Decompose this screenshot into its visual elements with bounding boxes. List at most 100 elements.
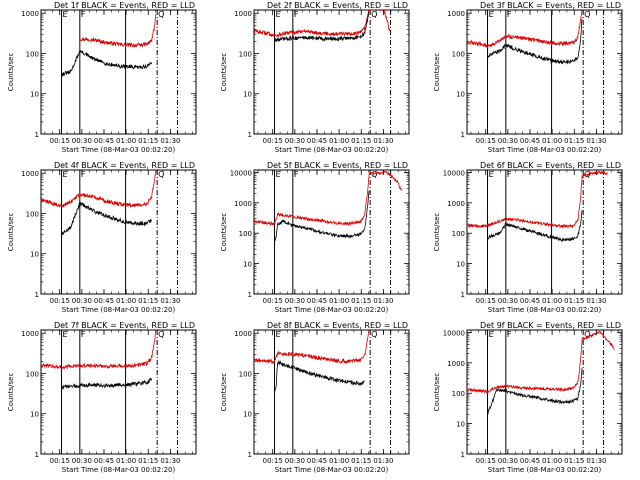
y-tick-label: 10	[456, 421, 465, 429]
plot-frame	[40, 9, 197, 135]
panel-title: Det 1f BLACK = Events, RED = LLD	[54, 1, 195, 10]
y-tick-label: 10	[243, 411, 252, 419]
x-tick-label: 00:30	[72, 457, 92, 465]
y-tick-label: 100	[452, 50, 465, 58]
y-axis-label: Counts/sec	[220, 53, 228, 92]
panel-det-9: Det 9f BLACK = Events, RED = LLD 1 10 100 10…	[433, 321, 623, 474]
series-events-line	[487, 210, 583, 243]
series-events-line	[61, 377, 152, 390]
x-axis-label: Start Time (08-Mar-03 00:02:20)	[62, 146, 176, 154]
x-axis-label: Start Time (08-Mar-03 00:02:20)	[488, 146, 602, 154]
plot-frame	[253, 9, 410, 135]
panel-title: Det 7f BLACK = Events, RED = LLD	[54, 321, 195, 330]
y-tick-label: 10	[243, 261, 252, 269]
marker-f: F	[294, 10, 299, 19]
x-tick-label: 01:00	[116, 297, 136, 305]
x-tick-label: 00:45	[520, 457, 540, 465]
y-tick-label: 10	[243, 91, 252, 99]
series-events-line	[487, 18, 583, 65]
marker-q: Q	[158, 170, 164, 179]
panel-title: Det 3f BLACK = Events, RED = LLD	[480, 1, 621, 10]
x-axis-label: Start Time (08-Mar-03 00:02:20)	[488, 306, 602, 314]
series-events-line	[274, 11, 370, 42]
marker-e: E	[63, 330, 68, 339]
y-tick-label: 1	[35, 131, 39, 139]
y-tick-label: 100	[239, 230, 252, 238]
series-group	[467, 10, 583, 65]
x-tick-label: 01:15	[138, 137, 158, 145]
y-tick-label: 1000	[447, 360, 465, 368]
marker-e: E	[276, 170, 281, 179]
panel-det-3: Det 3f BLACK = Events, RED = LLD 1 10 100 10…	[433, 1, 623, 154]
x-tick-label: 01:15	[351, 297, 371, 305]
y-tick-label: 10	[30, 91, 39, 99]
x-tick-label: 00:15	[50, 137, 70, 145]
x-axis-label: Start Time (08-Mar-03 00:02:20)	[488, 466, 602, 474]
marker-f: F	[294, 330, 299, 339]
plot-frame	[466, 169, 623, 295]
marker-e: E	[63, 170, 68, 179]
x-tick-label: 01:00	[329, 457, 349, 465]
y-tick-label: 10000	[443, 169, 465, 177]
marker-q: Q	[158, 330, 164, 339]
x-tick-label: 00:30	[498, 297, 518, 305]
y-tick-label: 100	[26, 210, 39, 218]
marker-f: F	[507, 170, 512, 179]
marker-e: E	[489, 330, 494, 339]
x-tick-label: 01:30	[160, 297, 180, 305]
series-group	[254, 10, 391, 42]
panel-title: Det 8f BLACK = Events, RED = LLD	[267, 321, 408, 330]
series-lld-line	[467, 10, 583, 49]
marker-q: Q	[158, 10, 164, 19]
y-tick-label: 1	[461, 131, 465, 139]
x-tick-label: 00:15	[263, 137, 283, 145]
x-tick-label: 01:00	[542, 297, 562, 305]
y-tick-label: 1	[248, 131, 252, 139]
x-tick-label: 00:15	[263, 457, 283, 465]
y-axis-label: Counts/sec	[7, 373, 15, 412]
marker-e: E	[63, 10, 68, 19]
series-events-line	[61, 50, 152, 77]
series-lld-line	[254, 10, 391, 38]
series-lld-line	[467, 170, 608, 229]
series-group	[41, 330, 157, 390]
x-tick-label: 01:15	[351, 137, 371, 145]
series-group	[467, 330, 615, 416]
y-tick-label: 1000	[21, 10, 39, 18]
series-group	[41, 170, 157, 236]
x-tick-label: 01:30	[373, 137, 393, 145]
x-tick-label: 01:00	[542, 137, 562, 145]
y-tick-label: 10000	[443, 329, 465, 337]
marker-e: E	[489, 10, 494, 19]
marker-e: E	[489, 170, 494, 179]
y-tick-label: 10	[456, 261, 465, 269]
marker-q: Q	[371, 170, 377, 179]
y-tick-label: 1000	[234, 200, 252, 208]
y-tick-label: 1	[248, 291, 252, 299]
y-tick-label: 1000	[21, 330, 39, 338]
y-tick-label: 100	[239, 50, 252, 58]
series-lld-line	[79, 14, 157, 48]
y-tick-label: 1	[35, 451, 39, 459]
x-tick-label: 00:15	[476, 137, 496, 145]
series-events-line	[61, 201, 152, 236]
x-tick-label: 00:15	[50, 457, 70, 465]
x-axis-label: Start Time (08-Mar-03 00:02:20)	[275, 466, 389, 474]
marker-q: Q	[371, 10, 377, 19]
x-tick-label: 01:15	[351, 457, 371, 465]
x-axis-label: Start Time (08-Mar-03 00:02:20)	[275, 306, 389, 314]
x-tick-label: 00:45	[94, 137, 114, 145]
x-tick-label: 00:45	[520, 297, 540, 305]
x-tick-label: 01:30	[586, 297, 606, 305]
x-tick-label: 01:00	[329, 297, 349, 305]
marker-f: F	[81, 10, 86, 19]
x-tick-label: 01:30	[160, 457, 180, 465]
series-events-line	[274, 359, 365, 393]
panel-det-5: Det 5f BLACK = Events, RED = LLD 1 10 100 10…	[220, 161, 410, 314]
x-tick-label: 00:45	[307, 137, 327, 145]
plot-frame	[253, 169, 410, 295]
y-tick-label: 1000	[447, 10, 465, 18]
y-tick-label: 1000	[234, 10, 252, 18]
x-tick-label: 00:30	[285, 457, 305, 465]
